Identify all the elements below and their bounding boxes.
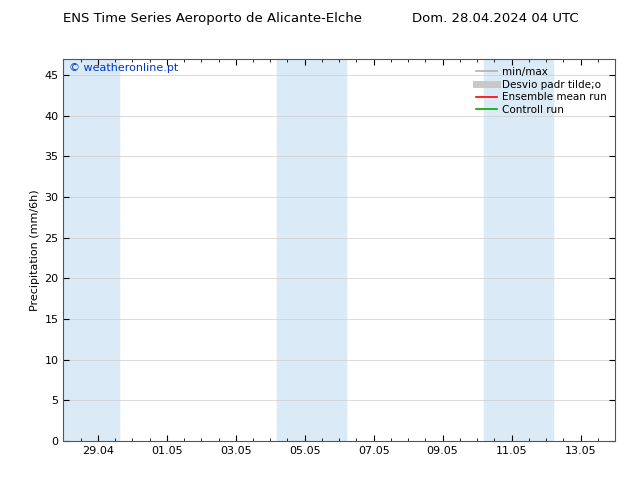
Bar [484,59,553,441]
Text: © weatheronline.pt: © weatheronline.pt [69,63,178,73]
Text: Dom. 28.04.2024 04 UTC: Dom. 28.04.2024 04 UTC [412,12,579,25]
Bar [277,59,346,441]
Legend: min/max, Desvio padr tilde;o, Ensemble mean run, Controll run: min/max, Desvio padr tilde;o, Ensemble m… [473,64,610,118]
Text: ENS Time Series Aeroporto de Alicante-Elche: ENS Time Series Aeroporto de Alicante-El… [63,12,363,25]
Bar [63,59,119,441]
Y-axis label: Precipitation (mm/6h): Precipitation (mm/6h) [30,189,40,311]
